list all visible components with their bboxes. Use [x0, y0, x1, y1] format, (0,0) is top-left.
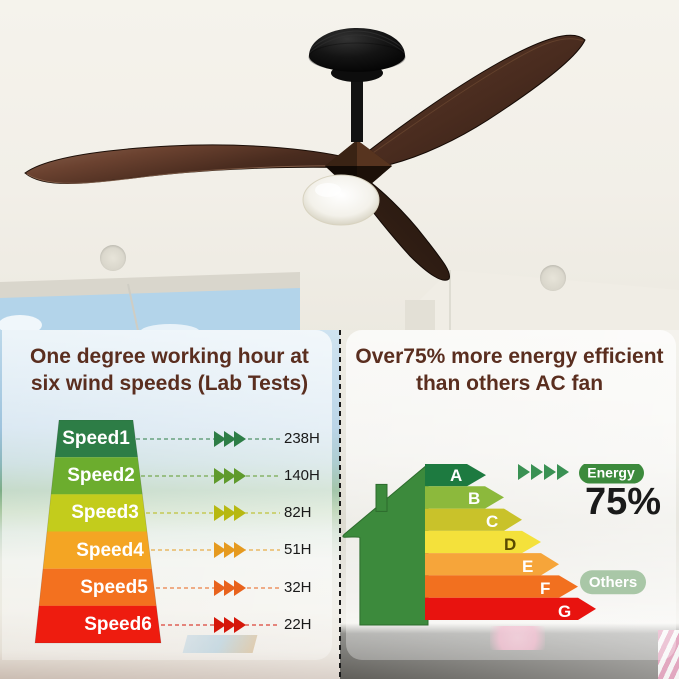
svg-text:Speed1: Speed1	[62, 428, 130, 449]
svg-text:B: B	[468, 489, 480, 508]
svg-text:D: D	[504, 535, 516, 554]
svg-text:75%: 75%	[585, 481, 661, 523]
svg-text:Speed3: Speed3	[71, 502, 139, 523]
svg-text:Others: Others	[589, 574, 637, 591]
svg-text:Speed6: Speed6	[84, 614, 152, 635]
svg-text:Speed4: Speed4	[76, 540, 144, 561]
svg-text:Speed2: Speed2	[67, 465, 135, 486]
svg-text:238H: 238H	[284, 430, 320, 447]
svg-text:A: A	[450, 466, 462, 485]
svg-text:C: C	[486, 512, 498, 531]
svg-text:22H: 22H	[284, 616, 312, 633]
svg-text:82H: 82H	[284, 504, 312, 521]
svg-text:Energy: Energy	[587, 465, 635, 481]
svg-text:Speed5: Speed5	[80, 577, 148, 598]
svg-text:E: E	[522, 557, 533, 576]
svg-text:140H: 140H	[284, 467, 320, 484]
svg-text:51H: 51H	[284, 541, 312, 558]
svg-text:32H: 32H	[284, 579, 312, 596]
svg-text:G: G	[558, 602, 571, 621]
svg-text:F: F	[540, 579, 550, 598]
